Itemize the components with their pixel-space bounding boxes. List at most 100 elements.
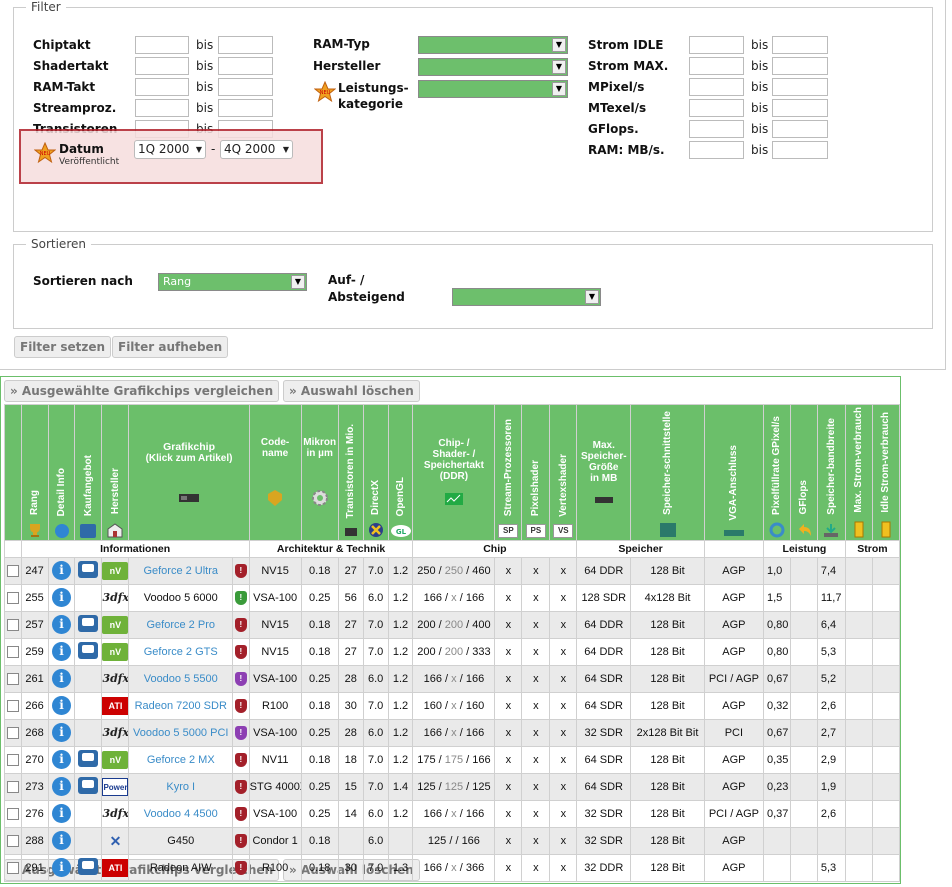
info-icon[interactable]: i	[52, 642, 71, 662]
col-pixelfuellrate[interactable]: Pixelfüllrate GPixel/s	[762, 404, 791, 541]
filter-from-input[interactable]	[689, 57, 744, 75]
cart-icon[interactable]	[78, 776, 99, 794]
info-icon[interactable]: i	[52, 561, 71, 581]
filter-reset-button[interactable]: Filter aufheben	[112, 336, 229, 358]
ram-typ-select[interactable]: ▼	[418, 36, 568, 54]
hersteller-select[interactable]: ▼	[418, 58, 568, 76]
filter-to-input[interactable]	[772, 36, 828, 54]
col-transistoren[interactable]: Transistoren in Mio.	[337, 404, 364, 541]
filter-set-button[interactable]: Filter setzen	[14, 336, 112, 358]
chip-name-link[interactable]: Geforce 2 Ultra	[143, 564, 219, 577]
col-grafikchip[interactable]: Grafikchip (Klick zum Artikel)	[128, 404, 250, 541]
row-checkbox[interactable]	[6, 672, 19, 685]
col-directx[interactable]: DirectX	[362, 404, 389, 541]
chip-name-link[interactable]: Geforce 2 Pro	[146, 618, 215, 631]
clear-selection-button-top[interactable]: » Auswahl löschen	[283, 380, 420, 402]
leistungskategorie-select[interactable]: ▼	[418, 80, 568, 98]
chip-name-link[interactable]: Voodoo 5 5000 PCI	[133, 726, 229, 739]
chip-clock: 166	[423, 807, 442, 820]
chip-name-link[interactable]: G450	[167, 834, 195, 847]
row-checkbox[interactable]	[6, 807, 19, 820]
chip-name-link[interactable]: Kyro I	[166, 780, 196, 793]
clock-cell: 160 / x / 160	[412, 691, 496, 720]
cart-icon[interactable]	[78, 857, 99, 875]
factory-icon	[107, 522, 123, 538]
chip-name-link[interactable]: Voodoo 4 4500	[143, 807, 218, 820]
col-mikron[interactable]: Mikron in µm	[300, 404, 339, 541]
col-vga[interactable]: VGA-Anschluss	[703, 404, 764, 541]
col-strom-idle[interactable]: Idle Strom-verbrauch	[871, 404, 901, 541]
info-icon[interactable]: i	[52, 588, 71, 608]
gflops-cell	[789, 637, 818, 666]
chip-name-link[interactable]: Geforce 2 MX	[146, 753, 215, 766]
row-checkbox[interactable]	[6, 861, 19, 874]
filter-from-input[interactable]	[689, 36, 744, 54]
chip-name-link[interactable]: Radeon 7200 SDR	[134, 699, 227, 712]
cart-icon[interactable]	[78, 614, 99, 632]
chip-name-link[interactable]: Voodoo 5 6000	[143, 591, 218, 604]
col-bandbreite[interactable]: Speicher-bandbreite	[816, 404, 846, 541]
row-checkbox[interactable]	[6, 645, 19, 658]
cart-icon[interactable]	[78, 749, 99, 767]
col-opengl[interactable]: OpenGL GL	[387, 404, 414, 541]
info-icon[interactable]: i	[52, 669, 71, 689]
filter-to-input[interactable]	[218, 78, 273, 96]
datum-to-select[interactable]: 4Q 2000 ▼	[220, 140, 293, 159]
col-pixelshader[interactable]: Pixelshader PS	[521, 404, 551, 541]
row-checkbox[interactable]	[6, 753, 19, 766]
datum-from-select[interactable]: 1Q 2000 ▼	[134, 140, 206, 159]
chip-name-link[interactable]: Radeon AIW	[149, 861, 212, 874]
chip-name-link[interactable]: Geforce 2 GTS	[143, 645, 218, 658]
row-checkbox[interactable]	[6, 591, 19, 604]
cart-icon[interactable]	[78, 641, 99, 659]
row-checkbox[interactable]	[6, 726, 19, 739]
row-checkbox[interactable]	[6, 780, 19, 793]
filter-from-input[interactable]	[689, 99, 744, 117]
gflops-cell	[789, 691, 818, 720]
row-checkbox[interactable]	[6, 564, 19, 577]
col-gflops[interactable]: GFlops	[789, 404, 818, 541]
filter-to-input[interactable]	[218, 57, 273, 75]
stream-cell: x	[494, 664, 523, 693]
col-vertexshader[interactable]: Vertexshader VS	[549, 404, 578, 541]
cart-icon[interactable]	[78, 560, 99, 578]
col-codename[interactable]: Code-name	[248, 404, 302, 541]
col-speichergroesse[interactable]: Max. Speicher- Größe in MB	[576, 404, 632, 541]
info-icon[interactable]: i	[52, 615, 71, 635]
compare-button-top[interactable]: » Ausgewählte Grafikchips vergleichen	[4, 380, 280, 402]
row-checkbox[interactable]	[6, 834, 19, 847]
info-icon[interactable]: i	[52, 777, 71, 797]
col-stream[interactable]: Stream-Prozessoren SP	[494, 404, 523, 541]
col-takt[interactable]: Chip- / Shader- / Speichertakt (DDR)	[412, 404, 496, 541]
filter-from-input[interactable]	[135, 99, 189, 117]
filter-from-input[interactable]	[689, 78, 744, 96]
col-strom-max[interactable]: Max. Strom-verbrauch	[844, 404, 873, 541]
filter-to-input[interactable]	[772, 99, 828, 117]
filter-from-input[interactable]	[135, 36, 189, 54]
info-icon[interactable]: i	[52, 723, 71, 743]
info-icon[interactable]: i	[52, 831, 71, 851]
info-icon[interactable]: i	[52, 858, 71, 878]
codename-cell: NV15	[248, 556, 302, 585]
col-schnittstelle[interactable]: Speicher-schnittstelle	[630, 404, 705, 541]
info-icon[interactable]: i	[52, 696, 71, 716]
sort-direction-select[interactable]: ▼	[452, 288, 601, 306]
filter-from-input[interactable]	[135, 78, 189, 96]
row-checkbox[interactable]	[6, 699, 19, 712]
filter-to-input[interactable]	[772, 78, 828, 96]
col-hersteller[interactable]: Hersteller	[101, 404, 130, 541]
filter-from-input[interactable]	[135, 57, 189, 75]
filter-from-input[interactable]	[689, 141, 744, 159]
filter-to-input[interactable]	[772, 120, 828, 138]
filter-to-input[interactable]	[218, 99, 273, 117]
chip-name-link[interactable]: Voodoo 5 5500	[143, 672, 218, 685]
sort-select[interactable]: Rang ▼	[158, 273, 307, 291]
filter-to-input[interactable]	[772, 57, 828, 75]
filter-to-input[interactable]	[772, 141, 828, 159]
col-rang[interactable]: Rang	[20, 404, 49, 541]
row-checkbox[interactable]	[6, 618, 19, 631]
filter-to-input[interactable]	[218, 36, 273, 54]
info-icon[interactable]: i	[52, 750, 71, 770]
info-icon[interactable]: i	[52, 804, 71, 824]
filter-from-input[interactable]	[689, 120, 744, 138]
